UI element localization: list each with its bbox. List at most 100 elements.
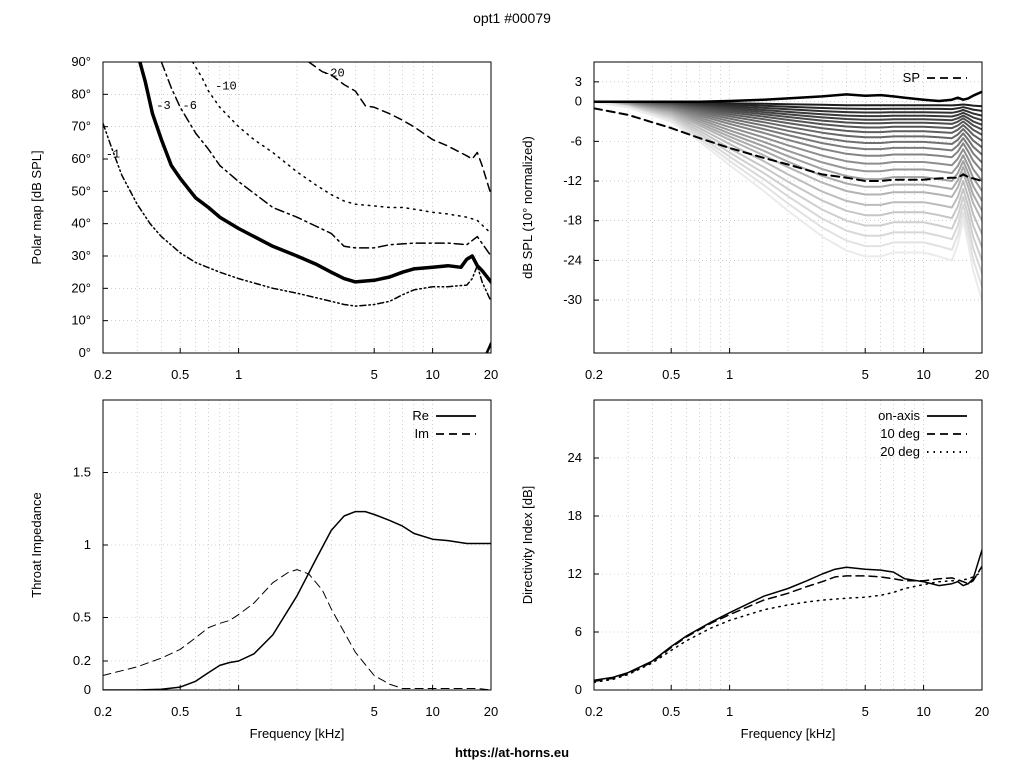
x-tick-label: 1 xyxy=(726,704,733,719)
x-tick-label: 5 xyxy=(371,704,378,719)
legend-label: 10 deg xyxy=(880,426,920,441)
y-tick-label: 0 xyxy=(575,682,582,697)
x-tick-label: 0.5 xyxy=(662,367,680,382)
x-tick-label: 20 xyxy=(484,367,498,382)
x-axis-label: Frequency [kHz] xyxy=(741,726,836,741)
plot-area xyxy=(594,90,982,302)
y-tick-label: 0 xyxy=(84,682,91,697)
y-tick-label: 12 xyxy=(568,566,582,581)
plot-frame xyxy=(102,61,492,354)
x-tick-label: 10 xyxy=(916,704,930,719)
spl-curve xyxy=(594,100,982,182)
y-tick-label: 30° xyxy=(71,248,91,263)
contour-label: -1 xyxy=(106,147,120,161)
y-tick-label: -6 xyxy=(570,133,582,148)
x-tick-label: 10 xyxy=(425,367,439,382)
series-Re xyxy=(103,510,491,690)
spl-curve xyxy=(594,100,982,149)
legend-label: 20 deg xyxy=(880,444,920,459)
series-0° xyxy=(594,90,982,103)
x-tick-label: 0.2 xyxy=(585,367,603,382)
y-tick-label: 1 xyxy=(84,537,91,552)
spl-curve xyxy=(594,100,982,288)
legend-label: Re xyxy=(412,408,429,423)
plot-frame xyxy=(102,399,492,691)
x-tick-label: 1 xyxy=(235,367,242,382)
spl-curve xyxy=(594,100,982,142)
spl-curve xyxy=(594,100,982,156)
y-grid xyxy=(103,472,491,662)
spl-curve xyxy=(594,100,982,202)
y-tick-label: 20° xyxy=(71,280,91,295)
x-tick-label: 20 xyxy=(975,704,989,719)
y-tick-label: -24 xyxy=(563,252,582,267)
spl-curve xyxy=(594,100,982,235)
series-on-axis xyxy=(594,549,982,682)
y-tick-label: 18 xyxy=(568,508,582,523)
y-tick-label: 60° xyxy=(71,151,91,166)
y-tick-label: 0° xyxy=(79,345,91,360)
spl-curve xyxy=(594,100,982,275)
y-tick-label: 50° xyxy=(71,183,91,198)
footer-url[interactable]: https://at-horns.eu xyxy=(455,745,569,760)
y-tick-label: 24 xyxy=(568,450,582,465)
y-axis-label: Polar map [dB SPL] xyxy=(29,150,44,264)
y-tick-label: -18 xyxy=(563,213,582,228)
spl-curve xyxy=(594,100,982,108)
series--20 xyxy=(308,62,491,196)
legend-label: SP xyxy=(903,70,920,85)
plot-area xyxy=(594,549,982,684)
series--10 xyxy=(191,62,491,235)
x-tick-label: 0.2 xyxy=(585,704,603,719)
x-tick-label: 1 xyxy=(235,704,242,719)
spl-curve xyxy=(594,100,982,122)
x-tick-label: 20 xyxy=(484,704,498,719)
x-tick-label: 0.5 xyxy=(171,367,189,382)
y-tick-label: -30 xyxy=(563,292,582,307)
series--1 xyxy=(103,122,491,307)
spl-curve xyxy=(594,100,982,192)
series-Im xyxy=(103,569,491,690)
contour-label: -20 xyxy=(323,67,345,81)
chart-polar: 0.2 0.5 1 5 10 20 0° 10° 20° 30° 40° 50° 60° 70° 80° 90… xyxy=(29,54,498,382)
x-tick-label: 0.2 xyxy=(94,367,112,382)
contour-label: -6 xyxy=(183,99,197,113)
y-tick-label: -12 xyxy=(563,173,582,188)
y-axis-label: dB SPL (10° normalized) xyxy=(520,136,535,279)
y-tick-label: 0.2 xyxy=(73,653,91,668)
spl-curve xyxy=(594,100,982,117)
plot-frame xyxy=(593,399,983,691)
spl-curve xyxy=(594,100,982,212)
y-axis-label: Directivity Index [dB] xyxy=(520,486,535,605)
plot-frame xyxy=(593,61,983,354)
y-tick-label: 0.5 xyxy=(73,610,91,625)
spl-curve xyxy=(594,100,982,302)
x-grid xyxy=(136,62,433,353)
y-axis-label: Throat Impedance xyxy=(29,492,44,598)
spl-curve xyxy=(594,100,982,112)
x-tick-label: 10 xyxy=(916,367,930,382)
y-tick-label: 1.5 xyxy=(73,465,91,480)
figure-title: opt1 #00079 xyxy=(473,10,551,26)
series-segment xyxy=(485,342,491,353)
plot-area xyxy=(103,62,491,353)
spl-curve xyxy=(594,100,982,173)
y-tick-label: 80° xyxy=(71,86,91,101)
contour-label: -3 xyxy=(156,99,170,113)
series--6 xyxy=(160,62,491,257)
x-tick-label: 1 xyxy=(726,367,733,382)
spl-curve xyxy=(594,100,982,249)
x-tick-label: 5 xyxy=(862,704,869,719)
spl-curve xyxy=(594,100,982,262)
x-tick-label: 0.5 xyxy=(171,704,189,719)
series--3 xyxy=(138,62,491,284)
y-tick-label: 40° xyxy=(71,216,91,231)
spl-curve xyxy=(594,100,982,126)
x-grid xyxy=(627,400,924,690)
y-tick-label: 6 xyxy=(575,624,582,639)
series-SP xyxy=(594,107,982,182)
x-tick-label: 10 xyxy=(425,704,439,719)
